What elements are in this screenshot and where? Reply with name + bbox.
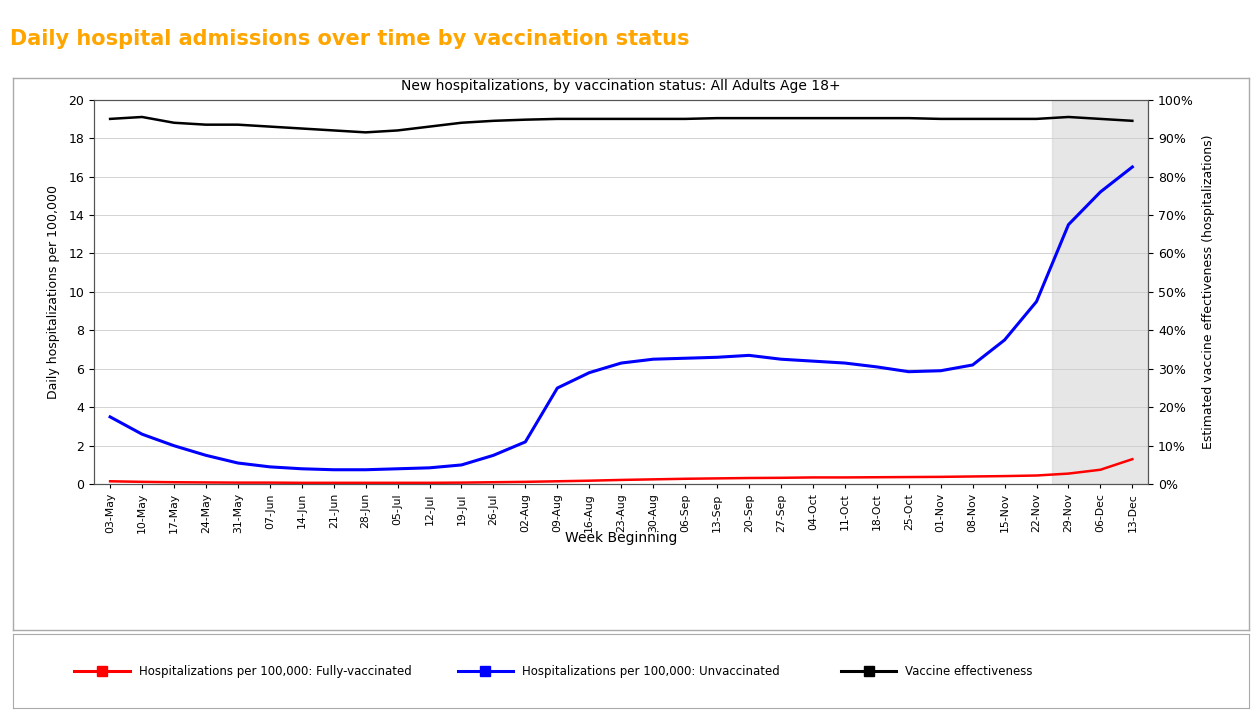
Y-axis label: Estimated vaccine effectiveness (hospitalizations): Estimated vaccine effectiveness (hospita… <box>1202 135 1215 449</box>
Text: Daily hospital admissions over time by vaccination status: Daily hospital admissions over time by v… <box>10 29 689 49</box>
Y-axis label: Daily hospitalizations per 100,000: Daily hospitalizations per 100,000 <box>48 185 60 399</box>
Text: Hospitalizations per 100,000: Unvaccinated: Hospitalizations per 100,000: Unvaccinat… <box>522 664 779 678</box>
Text: Vaccine effectiveness: Vaccine effectiveness <box>905 664 1033 678</box>
Bar <box>1053 100 1148 484</box>
Text: Week Beginning: Week Beginning <box>565 530 678 545</box>
Title: New hospitalizations, by vaccination status: All Adults Age 18+: New hospitalizations, by vaccination sta… <box>402 79 841 93</box>
Text: Hospitalizations per 100,000: Fully-vaccinated: Hospitalizations per 100,000: Fully-vacc… <box>138 664 412 678</box>
